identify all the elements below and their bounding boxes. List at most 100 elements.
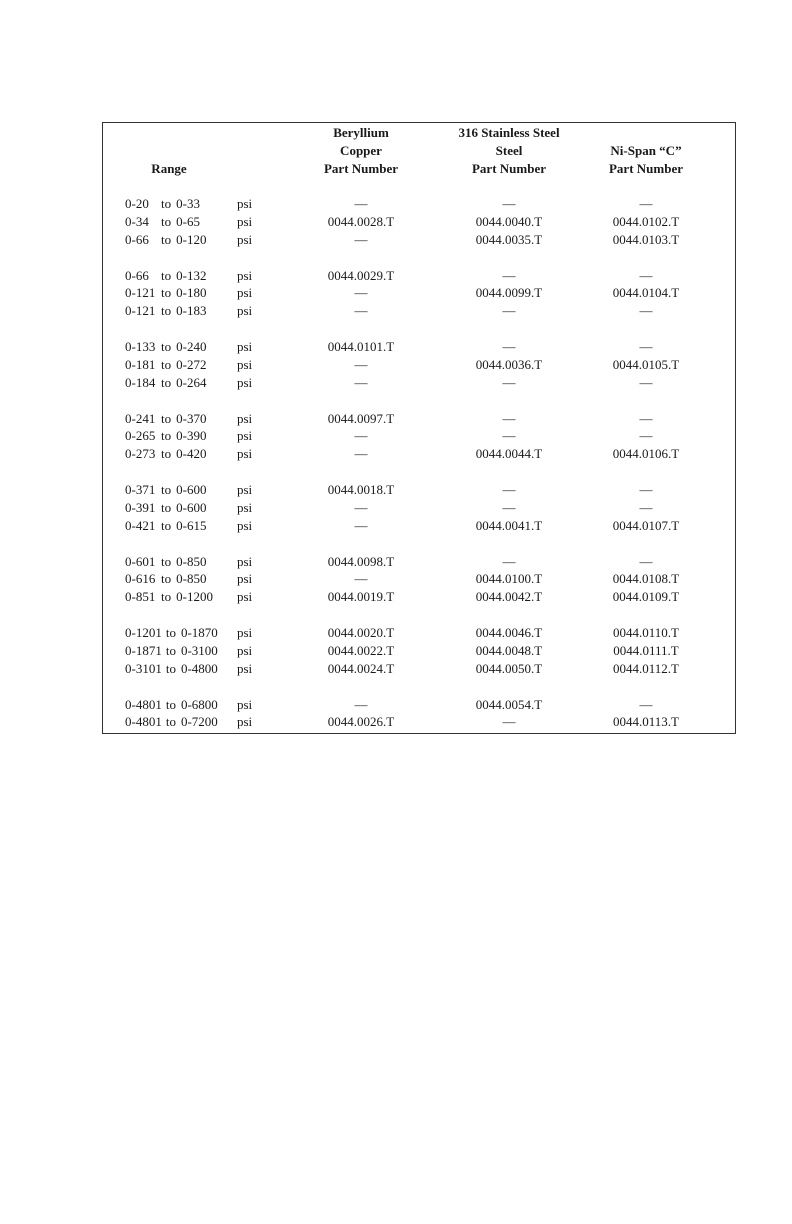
range-to: 0-132 (176, 267, 207, 283)
copper-part: — (354, 303, 368, 319)
range-to-word: to (161, 446, 172, 462)
range-to: 0-272 (176, 356, 207, 372)
header-nispan-line2: Part Number (608, 161, 684, 176)
range-to-word: to (161, 267, 172, 283)
range-from: 0-851 (125, 589, 156, 605)
range-to-word: to (161, 231, 172, 247)
range-from: 0-371 (125, 482, 156, 497)
steel-part: — (502, 303, 516, 319)
unit: psi (237, 303, 253, 319)
copper-part: — (354, 231, 368, 247)
nispan-part: 0044.0104.T (612, 285, 680, 301)
range-to: 0-390 (176, 428, 207, 444)
range-from: 0-421 (125, 517, 156, 533)
range-to-word: to (161, 303, 172, 319)
unit: psi (237, 446, 253, 462)
nispan-part: — (639, 696, 653, 712)
range: 0-265 to 0-390 (125, 428, 206, 444)
range-from: 0-241 (125, 410, 156, 426)
steel-part: — (502, 410, 516, 426)
range-to-word: to (161, 553, 172, 569)
range-to: 0-120 (176, 231, 207, 247)
range-to: 0-180 (176, 285, 207, 301)
range: 0-851 to 0-1200 (125, 589, 213, 605)
unit: psi (237, 339, 253, 354)
copper-part: 0044.0098.T (327, 553, 395, 569)
range: 0-601 to 0-850 (125, 554, 206, 570)
range-to-word: to (161, 571, 172, 587)
range-from: 0-601 (125, 553, 156, 569)
table-row: 0-184 to 0-264 psi — — — (103, 375, 735, 393)
copper-part: 0044.0026.T (327, 714, 395, 730)
steel-part: — (502, 714, 516, 730)
unit: psi (237, 625, 253, 640)
range-from: 0-4801 (125, 696, 162, 712)
nispan-part: 0044.0108.T (612, 571, 680, 587)
range: 0-34 to 0-65 (125, 214, 200, 230)
unit: psi (237, 499, 253, 515)
unit: psi (237, 553, 253, 569)
range-to: 0-1870 (180, 625, 218, 640)
header-nispan-line1: Ni-Span “C” (610, 143, 682, 158)
range: 0-1871 to 0-3100 (125, 643, 218, 659)
table-row: 0-241 to 0-370 psi 0044.0097.T — — (103, 411, 735, 429)
header-steel-line2: Steel (495, 143, 523, 158)
steel-part: 0044.0035.T (475, 231, 543, 247)
copper-part: — (354, 428, 368, 444)
header-steel-line1: 316 Stainless Steel (458, 125, 560, 140)
range-to: 0-615 (176, 517, 207, 533)
nispan-part: 0044.0110.T (613, 625, 679, 640)
range-to: 0-33 (176, 196, 200, 211)
header-copper-line2: Copper (340, 143, 382, 158)
nispan-part: — (639, 374, 653, 390)
steel-part: 0044.0036.T (475, 356, 543, 372)
steel-part: — (502, 482, 516, 497)
copper-part: — (354, 517, 368, 533)
copper-part: 0044.0020.T (327, 625, 395, 640)
range-to-word: to (161, 410, 172, 426)
range-to: 0-600 (176, 499, 207, 515)
table-row: 0-133 to 0-240 psi 0044.0101.T — — (103, 339, 735, 357)
steel-part: — (502, 553, 516, 569)
table-row: 0-66 to 0-132 psi 0044.0029.T — — (103, 268, 735, 286)
table-row: 0-273 to 0-420 psi — 0044.0044.T 0044.0106.T (103, 446, 735, 464)
range: 0-184 to 0-264 (125, 375, 206, 391)
steel-part: — (502, 374, 516, 390)
range: 0-371 to 0-600 (125, 482, 206, 498)
range-from: 0-265 (125, 428, 156, 444)
unit: psi (237, 356, 253, 372)
nispan-part: 0044.0102.T (612, 213, 680, 229)
nispan-part: 0044.0113.T (613, 714, 679, 730)
range-from: 0-184 (125, 374, 156, 390)
table-row: 0-4801 to 0-7200 psi 0044.0026.T — 0044.0113.T (103, 714, 735, 732)
range-to: 0-7200 (180, 714, 218, 730)
range-from: 0-133 (125, 339, 156, 354)
range: 0-133 to 0-240 (125, 339, 206, 355)
copper-part: 0044.0101.T (327, 339, 395, 354)
range-from: 0-66 (125, 267, 149, 283)
unit: psi (237, 714, 253, 730)
steel-part: — (502, 428, 516, 444)
unit: psi (237, 589, 253, 605)
range: 0-3101 to 0-4800 (125, 661, 218, 677)
nispan-part: 0044.0112.T (613, 660, 679, 676)
range-to: 0-850 (176, 571, 207, 587)
nispan-part: 0044.0111.T (613, 642, 679, 658)
range: 0-241 to 0-370 (125, 411, 206, 427)
copper-part: 0044.0019.T (327, 589, 395, 605)
steel-part: — (502, 267, 516, 283)
steel-part: 0044.0054.T (475, 696, 543, 712)
unit: psi (237, 428, 253, 444)
range-from: 0-121 (125, 285, 156, 301)
steel-part: 0044.0044.T (475, 446, 543, 462)
table-row: 0-391 to 0-600 psi — — — (103, 500, 735, 518)
table-row: 0-4801 to 0-6800 psi — 0044.0054.T — (103, 697, 735, 715)
unit: psi (237, 213, 253, 229)
nispan-part: 0044.0106.T (612, 446, 680, 462)
copper-part: 0044.0024.T (327, 660, 395, 676)
range-from: 0-391 (125, 499, 156, 515)
copper-part: 0044.0097.T (327, 410, 395, 426)
range-to: 0-420 (176, 446, 207, 462)
nispan-part: — (639, 196, 653, 211)
range-to: 0-183 (176, 303, 207, 319)
